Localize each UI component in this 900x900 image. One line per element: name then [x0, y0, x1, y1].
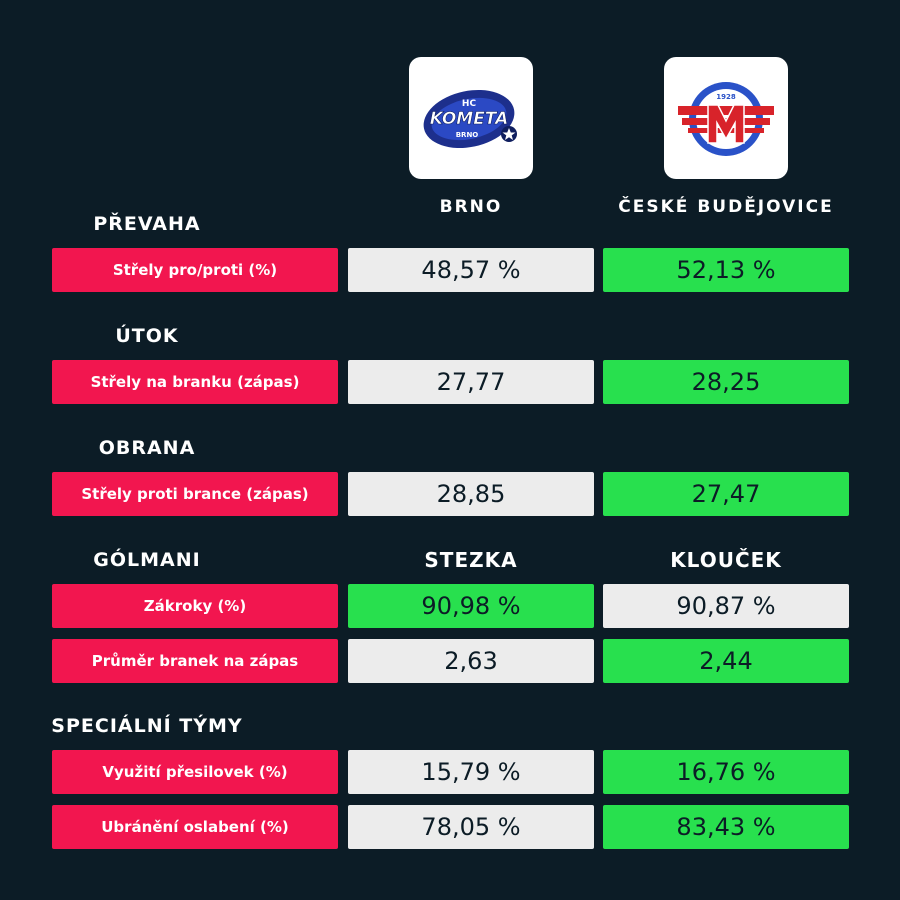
stat-label-penalty-kill: Ubránění oslabení (%): [52, 805, 338, 849]
goalie-name-away: KLOUČEK: [670, 548, 782, 572]
logo-hc-text: HC: [462, 99, 477, 109]
stat-value-home-shots-share: 48,57 %: [348, 248, 594, 292]
stat-value-home-shots-against: 28,85: [348, 472, 594, 516]
section-title-obrana: OBRANA: [98, 437, 196, 459]
logo-kometa-text: KOMETA: [430, 109, 509, 129]
stat-label-goals-against-average: Průměr branek na zápas: [52, 639, 338, 683]
stat-value-home-penalty-kill: 78,05 %: [348, 805, 594, 849]
logo-brno-text: BRNO: [456, 131, 479, 139]
stat-value-away-shots-on-goal: 28,25: [603, 360, 849, 404]
stat-label-shots-against: Střely proti brance (zápas): [52, 472, 338, 516]
section-title-prevaha: PŘEVAHA: [93, 213, 201, 235]
stat-value-away-save-percentage: 90,87 %: [603, 584, 849, 628]
motor-logo-icon: 1928: [678, 82, 774, 156]
stat-value-away-goals-against-average: 2,44: [603, 639, 849, 683]
stat-value-home-shots-on-goal: 27,77: [348, 360, 594, 404]
stat-value-home-save-percentage: 90,98 %: [348, 584, 594, 628]
stat-label-shots-share: Střely pro/proti (%): [52, 248, 338, 292]
logo-year-text: 1928: [716, 93, 736, 101]
section-title-golmani: GÓLMANI: [93, 549, 201, 571]
team-name-away: ČESKÉ BUDĚJOVICE: [618, 197, 834, 217]
stat-value-home-goals-against-average: 2,63: [348, 639, 594, 683]
stat-label-shots-on-goal: Střely na branku (zápas): [52, 360, 338, 404]
stat-value-away-shots-share: 52,13 %: [603, 248, 849, 292]
kometa-brno-logo: HC KOMETA BRNO: [409, 57, 533, 179]
stat-label-power-play: Využití přesilovek (%): [52, 750, 338, 794]
motor-ceske-budejovice-logo: 1928: [664, 57, 788, 179]
stat-value-home-power-play: 15,79 %: [348, 750, 594, 794]
stat-value-away-penalty-kill: 83,43 %: [603, 805, 849, 849]
section-title-special-teams: SPECIÁLNÍ TÝMY: [51, 715, 243, 737]
section-title-utok: ÚTOK: [115, 325, 179, 347]
stat-value-away-power-play: 16,76 %: [603, 750, 849, 794]
team-name-home: BRNO: [439, 197, 503, 217]
kometa-logo-icon: HC KOMETA BRNO: [423, 89, 517, 149]
stat-label-save-percentage: Zákroky (%): [52, 584, 338, 628]
goalie-name-home: STEZKA: [424, 548, 518, 572]
stat-value-away-shots-against: 27,47: [603, 472, 849, 516]
